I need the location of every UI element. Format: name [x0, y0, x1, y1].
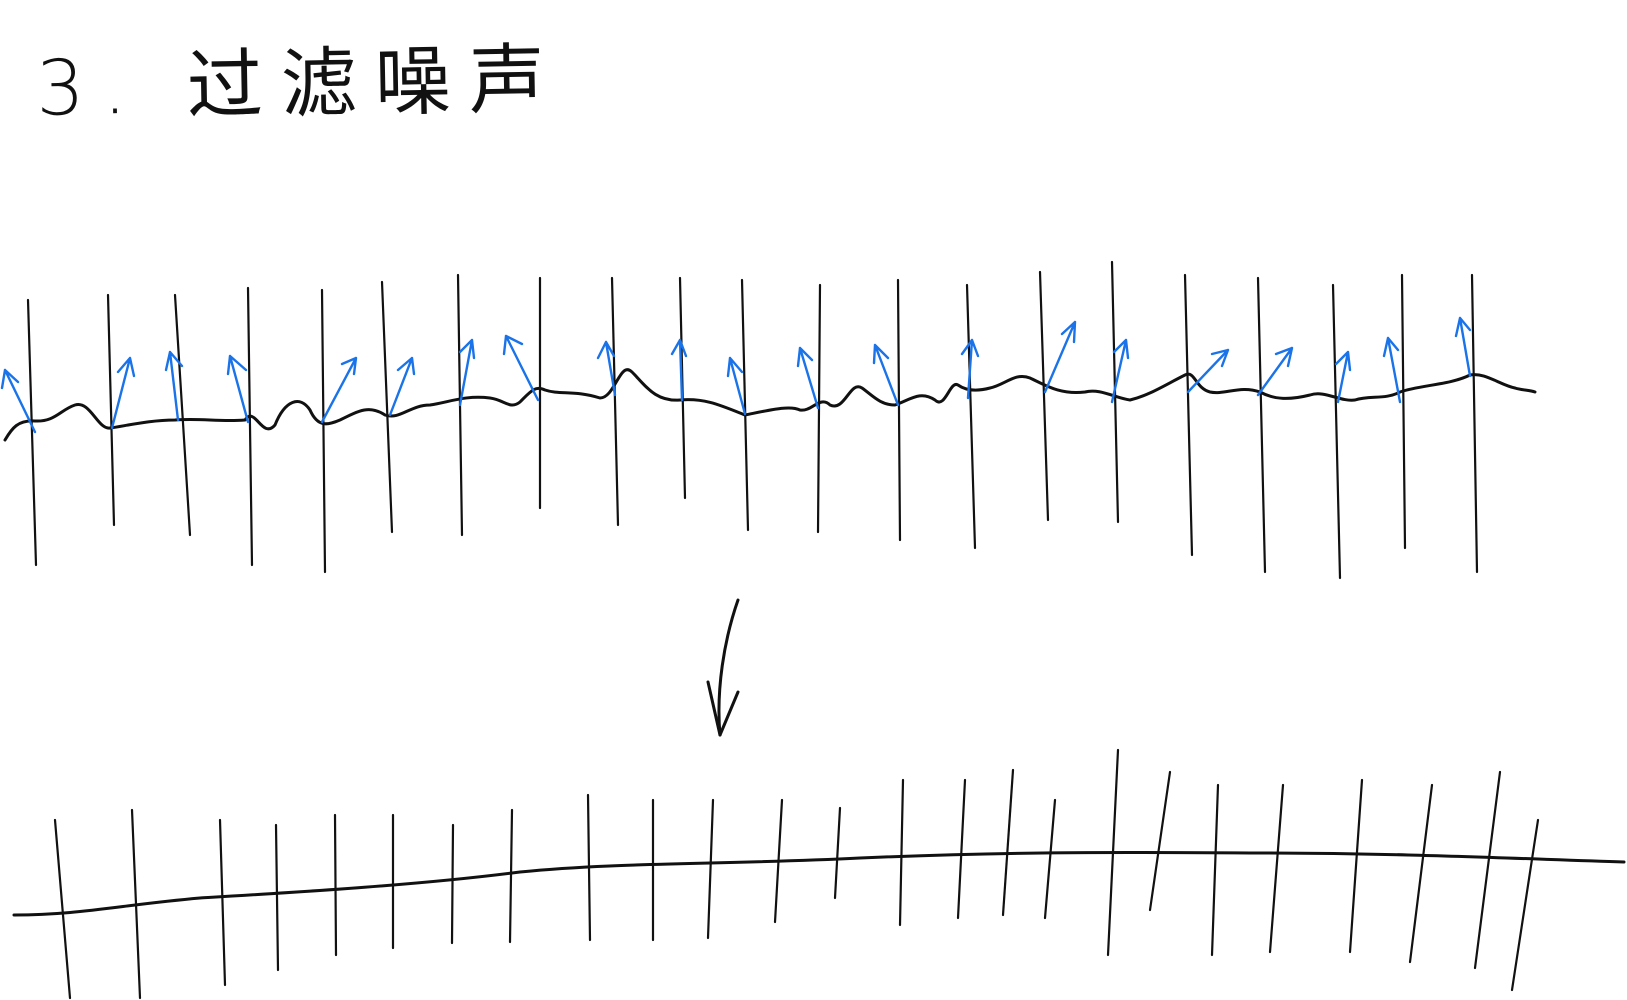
normal-arrow: [110, 356, 136, 430]
normal-arrow: [1454, 316, 1472, 378]
hatch-line: [898, 778, 905, 927]
normal-arrow: [0, 368, 37, 434]
hatch-line: [274, 823, 280, 972]
hatch-line: [956, 778, 967, 920]
noisy-curve: [3, 368, 1537, 442]
hatch-line: [586, 793, 592, 942]
hatch-line: [320, 288, 327, 574]
normal-arrow: [670, 338, 688, 402]
hatch-line: [965, 283, 977, 550]
normal-arrow: [1043, 320, 1077, 394]
hatch-line: [1001, 768, 1015, 917]
normal-arrow: [1334, 350, 1352, 404]
hatch-line: [333, 813, 338, 957]
hatch-line: [508, 808, 514, 944]
hatch-line: [1183, 273, 1194, 557]
hatch-line: [896, 278, 902, 542]
normal-arrow: [1186, 348, 1230, 394]
hatch-line: [53, 818, 72, 1000]
hatch-line: [1268, 783, 1285, 954]
normal-arrow: [502, 334, 540, 402]
normal-arrow: [1110, 338, 1130, 404]
hatch-line: [450, 823, 455, 945]
hatch-line: [1400, 273, 1407, 550]
hatch-line: [1331, 283, 1342, 580]
hatch-line: [833, 806, 842, 900]
hatch-line: [1038, 270, 1050, 522]
hatch-line: [1043, 798, 1057, 920]
hatch-line: [173, 293, 192, 537]
normal-arrow: [960, 338, 980, 400]
hatch-line: [740, 278, 750, 532]
hatch-line: [1210, 783, 1220, 957]
hatch-line: [1148, 770, 1172, 912]
hatch-line: [380, 280, 394, 534]
normal-arrow: [596, 340, 617, 397]
normal-arrow: [164, 350, 184, 422]
normal-arrow: [226, 354, 250, 424]
hatch-line: [246, 286, 254, 567]
hatch-line: [1470, 273, 1479, 574]
normal-arrow: [458, 338, 476, 407]
normal-arrow: [872, 343, 900, 407]
top-hatch-lines: [26, 260, 1479, 580]
hatch-line: [610, 276, 620, 527]
hatch-line: [706, 798, 715, 940]
smooth-section: [12, 748, 1626, 1000]
hatch-line: [218, 818, 227, 987]
hatch-line: [130, 808, 142, 1000]
normal-arrow: [726, 356, 747, 416]
hatch-line: [1473, 770, 1502, 970]
hatch-line: [106, 293, 116, 527]
hatch-line: [1348, 778, 1364, 954]
normal-arrows: [0, 316, 1472, 434]
hatch-line: [26, 298, 38, 567]
hatch-line: [1106, 748, 1120, 957]
smooth-curve: [12, 851, 1626, 917]
bottom-hatch-lines: [53, 748, 1540, 1000]
normal-arrow: [1256, 346, 1294, 397]
transition-arrow: [706, 598, 740, 737]
normal-arrow: [1382, 336, 1402, 404]
hatch-line: [1408, 783, 1434, 964]
normal-arrow: [320, 356, 358, 424]
normal-arrow: [796, 346, 820, 410]
hatch-line: [1510, 818, 1540, 992]
hatch-line: [773, 798, 784, 924]
noisy-section: [0, 260, 1537, 580]
normal-arrow: [388, 356, 416, 417]
hatch-line: [1256, 276, 1267, 574]
